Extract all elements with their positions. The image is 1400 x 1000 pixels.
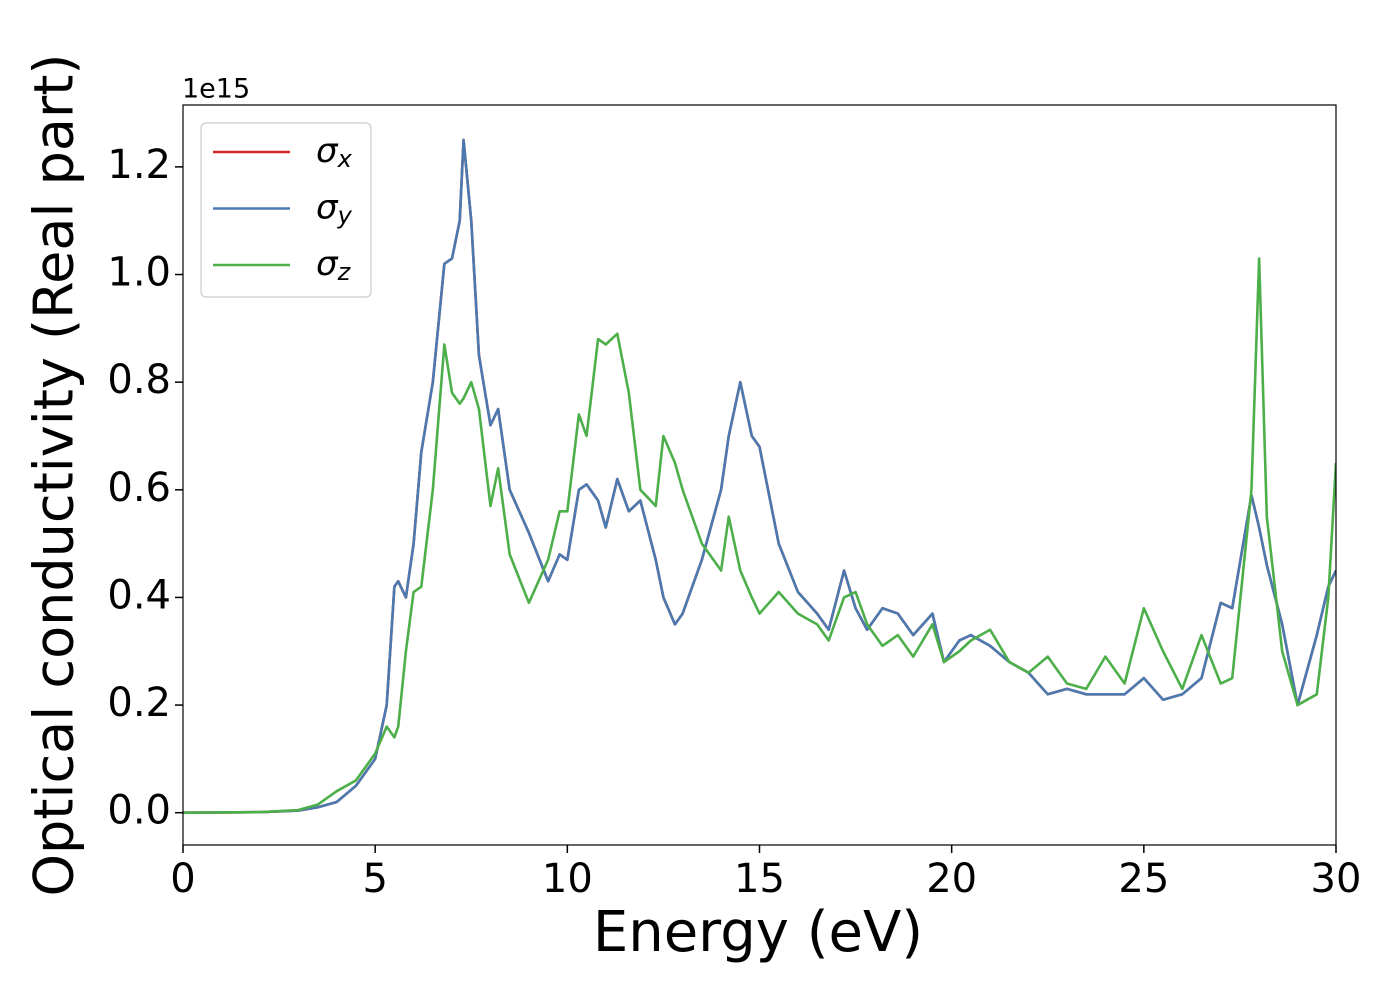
series-line (183, 138, 1336, 815)
y-tick-label: 1.2 (107, 142, 171, 188)
x-tick-label: 25 (1118, 856, 1169, 902)
legend-box (200, 122, 372, 298)
y-tick-label: 0.2 (107, 680, 171, 726)
y-tick-label: 0.6 (107, 465, 171, 511)
series-line (183, 257, 1336, 815)
y-tick-label: 0.4 (107, 572, 171, 618)
y-tick-label: 1.0 (107, 250, 171, 296)
x-tick-label: 15 (734, 856, 785, 902)
y-tick-label: 0.8 (107, 357, 171, 403)
legend-label: σx (316, 131, 353, 174)
x-tick-label: 0 (170, 856, 195, 902)
y-tick-label: 0.0 (107, 788, 171, 834)
legend-label: σz (316, 244, 352, 287)
x-tick-label: 30 (1311, 856, 1362, 902)
y-offset-label: 1e15 (182, 74, 250, 105)
legend-label: σy (316, 187, 353, 230)
plot-frame (182, 104, 1337, 846)
y-axis-label: Optical conductivity (Real part) (23, 54, 86, 897)
x-axis-label: Energy (eV) (593, 900, 923, 965)
x-tick-label: 10 (542, 856, 593, 902)
x-tick-label: 20 (926, 856, 977, 902)
x-tick-label: 5 (362, 856, 387, 902)
